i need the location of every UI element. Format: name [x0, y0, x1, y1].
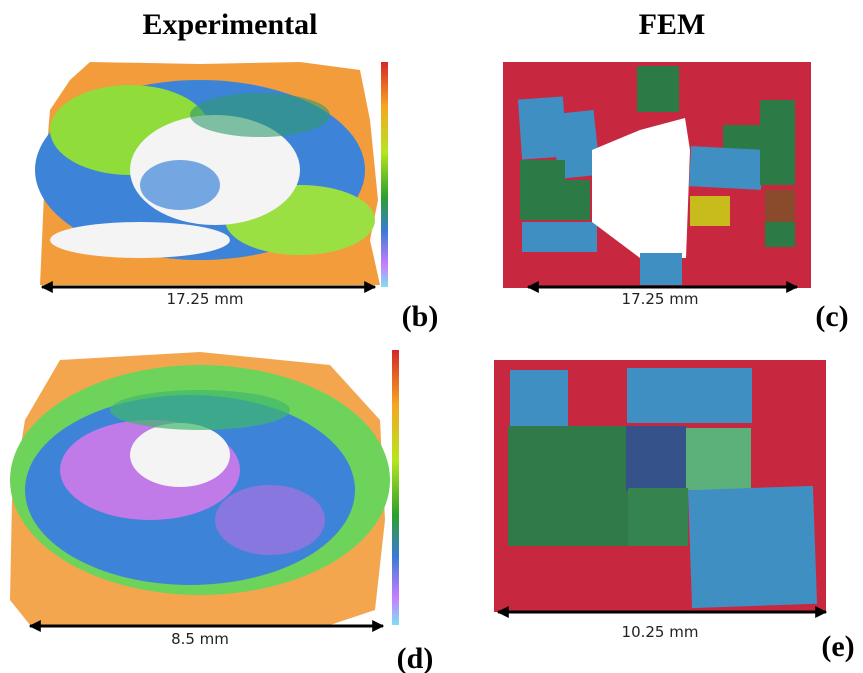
panel-label: (e)	[821, 630, 854, 663]
column-title: FEM	[639, 8, 706, 41]
panel-label: (c)	[815, 300, 848, 333]
scale-label: 17.25 mm	[167, 290, 244, 308]
panel-label: (b)	[402, 300, 439, 333]
experimental-map-b	[35, 62, 388, 287]
fem-model-e	[494, 360, 826, 612]
scale-label: 17.25 mm	[622, 290, 699, 308]
figure: Experimental FEM 17.25 mm (b) 17.25 mm (…	[0, 0, 863, 673]
experimental-map-d	[10, 350, 399, 625]
panel-label: (d)	[397, 642, 434, 673]
fem-model-c	[503, 62, 811, 288]
scale-label: 8.5 mm	[171, 630, 229, 648]
column-title: Experimental	[143, 8, 318, 41]
scale-label: 10.25 mm	[622, 623, 699, 641]
